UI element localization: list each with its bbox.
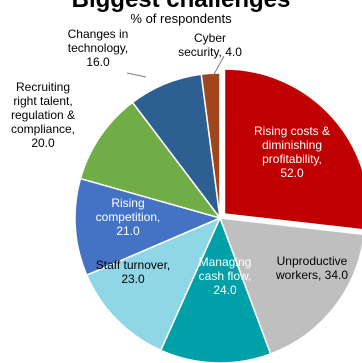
data-label-cyber-security: Cyber security, 4.0 xyxy=(178,31,242,59)
data-label-changes-in-technology: Changes in technology, 16.0 xyxy=(68,27,129,69)
data-label-rising-costs: Rising costs & diminishing profitability, 5… xyxy=(254,124,330,180)
pie-slice-rising-costs xyxy=(223,68,362,231)
chart-subtitle: % of respondents xyxy=(130,11,232,26)
pie-slice-rising-competition xyxy=(74,177,223,277)
chart-title: Biggest challenges xyxy=(0,0,362,15)
pie-slice-cyber-security xyxy=(200,72,221,219)
pie-slice-recruiting-talent xyxy=(79,101,222,220)
leader-line xyxy=(126,72,147,78)
data-label-staff-turnover: Staff turnover, 23.0 xyxy=(96,258,171,286)
data-label-recruiting-talent: Recruiting right talent, regulation & compl… xyxy=(11,80,75,150)
pie-slice-staff-turnover xyxy=(85,216,222,352)
data-label-unproductive-workers: Unproductive workers, 34.0 xyxy=(275,254,348,282)
data-label-managing-cash-flow: Managing cash flow, 24.0 xyxy=(199,255,252,297)
leader-line xyxy=(212,55,225,77)
data-label-rising-competition: Rising competition, 21.0 xyxy=(96,196,161,238)
